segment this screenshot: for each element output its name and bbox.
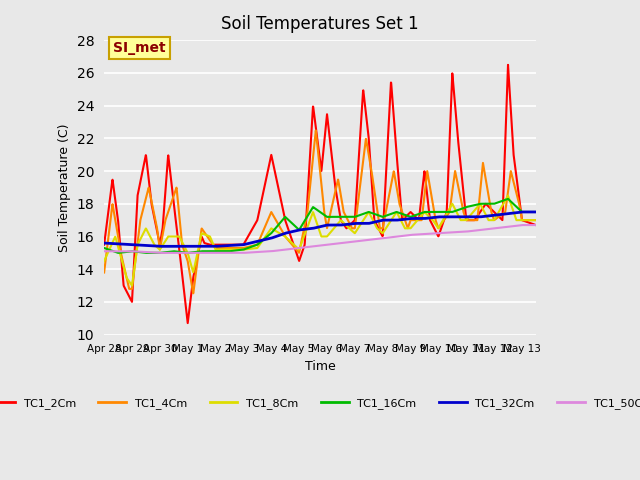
- Line: TC1_16Cm: TC1_16Cm: [104, 199, 536, 253]
- TC1_2Cm: [100, 242, 108, 248]
- TC1_2Cm: [184, 320, 191, 326]
- TC1_4Cm: [310, 143, 318, 148]
- Y-axis label: Soil Temperature (C): Soil Temperature (C): [58, 123, 71, 252]
- TC1_32Cm: [518, 209, 526, 215]
- Text: SI_met: SI_met: [113, 41, 165, 55]
- TC1_2Cm: [520, 218, 527, 224]
- TC1_16Cm: [520, 209, 527, 215]
- TC1_50Cm: [299, 245, 307, 251]
- Legend: TC1_2Cm, TC1_4Cm, TC1_8Cm, TC1_16Cm, TC1_32Cm, TC1_50Cm: TC1_2Cm, TC1_4Cm, TC1_8Cm, TC1_16Cm, TC1…: [0, 393, 640, 413]
- TC1_16Cm: [520, 209, 527, 215]
- TC1_4Cm: [100, 270, 108, 276]
- TC1_4Cm: [520, 217, 527, 223]
- TC1_4Cm: [441, 216, 449, 222]
- TC1_4Cm: [299, 232, 307, 238]
- TC1_8Cm: [100, 258, 108, 264]
- Line: TC1_32Cm: TC1_32Cm: [104, 212, 536, 246]
- TC1_8Cm: [520, 217, 527, 223]
- TC1_32Cm: [100, 240, 108, 246]
- TC1_32Cm: [299, 227, 307, 232]
- TC1_2Cm: [440, 216, 448, 222]
- TC1_2Cm: [299, 247, 307, 253]
- TC1_2Cm: [520, 218, 527, 224]
- TC1_16Cm: [504, 196, 512, 202]
- Line: TC1_50Cm: TC1_50Cm: [104, 225, 536, 253]
- TC1_4Cm: [532, 217, 540, 223]
- TC1_50Cm: [100, 248, 108, 254]
- TC1_16Cm: [122, 249, 130, 255]
- TC1_4Cm: [122, 273, 130, 279]
- TC1_8Cm: [532, 217, 540, 223]
- TC1_16Cm: [100, 245, 108, 251]
- TC1_32Cm: [310, 225, 318, 231]
- TC1_16Cm: [532, 209, 540, 215]
- X-axis label: Time: Time: [305, 360, 335, 373]
- TC1_50Cm: [518, 222, 526, 228]
- TC1_16Cm: [142, 250, 150, 256]
- TC1_50Cm: [310, 243, 318, 249]
- TC1_50Cm: [520, 222, 527, 228]
- Line: TC1_8Cm: TC1_8Cm: [104, 196, 536, 286]
- TC1_50Cm: [532, 222, 540, 228]
- TC1_2Cm: [122, 288, 130, 293]
- TC1_32Cm: [156, 243, 164, 249]
- TC1_8Cm: [520, 217, 527, 223]
- TC1_32Cm: [122, 241, 130, 247]
- TC1_4Cm: [189, 290, 197, 296]
- TC1_2Cm: [310, 112, 318, 118]
- TC1_8Cm: [440, 215, 448, 221]
- TC1_50Cm: [122, 248, 130, 254]
- TC1_16Cm: [310, 205, 318, 211]
- TC1_8Cm: [504, 193, 512, 199]
- TC1_8Cm: [310, 213, 318, 218]
- TC1_8Cm: [122, 274, 130, 279]
- TC1_32Cm: [532, 209, 540, 215]
- TC1_4Cm: [312, 128, 319, 133]
- Title: Soil Temperatures Set 1: Soil Temperatures Set 1: [221, 15, 419, 33]
- TC1_50Cm: [440, 230, 448, 236]
- TC1_8Cm: [299, 237, 307, 242]
- TC1_2Cm: [532, 222, 540, 228]
- TC1_50Cm: [520, 222, 527, 228]
- TC1_16Cm: [440, 209, 448, 215]
- TC1_4Cm: [520, 217, 527, 223]
- TC1_2Cm: [504, 62, 512, 68]
- TC1_16Cm: [299, 221, 307, 227]
- TC1_8Cm: [128, 283, 136, 288]
- TC1_32Cm: [440, 214, 448, 220]
- TC1_32Cm: [520, 209, 527, 215]
- Line: TC1_4Cm: TC1_4Cm: [104, 131, 536, 293]
- TC1_32Cm: [520, 209, 527, 215]
- Line: TC1_2Cm: TC1_2Cm: [104, 65, 536, 323]
- TC1_50Cm: [156, 250, 164, 256]
